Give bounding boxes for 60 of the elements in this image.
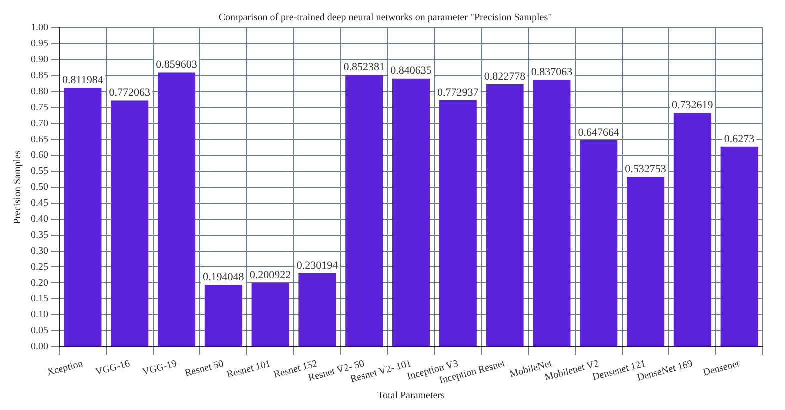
bar bbox=[439, 100, 477, 346]
data-label: 0.230194 bbox=[296, 260, 339, 272]
text: 1.00 bbox=[31, 22, 48, 34]
text: 0.25 bbox=[31, 262, 48, 273]
x-tick-label: Densenet bbox=[702, 358, 742, 379]
text: 0.85 bbox=[31, 70, 48, 82]
x-tick-label: VGG-16 bbox=[94, 358, 132, 378]
x-tick-label: Resnet 101 bbox=[226, 358, 272, 381]
text: 0.35 bbox=[31, 230, 48, 241]
data-label: 0.647664 bbox=[578, 126, 620, 139]
bar bbox=[720, 146, 758, 346]
text: 0.00 bbox=[31, 342, 48, 353]
x-axis-title: Total Parameters bbox=[378, 390, 446, 402]
data-label: 0.822778 bbox=[484, 70, 526, 83]
text: 0.30 bbox=[31, 246, 48, 257]
text: 0.80 bbox=[31, 86, 48, 98]
data-label: 0.852381 bbox=[344, 61, 385, 74]
bar bbox=[392, 78, 430, 346]
text: 0.60 bbox=[31, 150, 48, 162]
data-label: 0.811984 bbox=[62, 74, 104, 86]
text: 0.15 bbox=[31, 294, 48, 305]
data-label: 0.200922 bbox=[250, 269, 292, 282]
data-label: 0.532753 bbox=[625, 163, 667, 176]
data-label: 0.859603 bbox=[156, 59, 198, 72]
bar bbox=[626, 177, 665, 346]
chart-title: Comparison of pre-trained deep neural networks on parameter "Precision Samples" bbox=[218, 12, 552, 24]
data-label: 0.772063 bbox=[109, 87, 151, 100]
data-label: 0.837063 bbox=[531, 66, 574, 78]
text: 0.75 bbox=[31, 102, 48, 114]
bar bbox=[252, 282, 290, 346]
bar bbox=[674, 113, 712, 346]
bar bbox=[298, 274, 336, 346]
text: 0.05 bbox=[31, 326, 48, 337]
text: 0.50 bbox=[31, 182, 48, 194]
bar bbox=[111, 100, 149, 346]
bar bbox=[64, 88, 102, 346]
text: 0.10 bbox=[31, 310, 48, 321]
data-label: 0.840635 bbox=[390, 65, 432, 78]
bar bbox=[346, 75, 384, 346]
x-tick-label: Resnet 50 bbox=[184, 358, 226, 380]
text: 0.20 bbox=[31, 278, 48, 289]
text: 0.70 bbox=[31, 118, 48, 130]
x-tick-label: Xception bbox=[46, 358, 84, 379]
text: 0.55 bbox=[31, 166, 48, 178]
bar bbox=[158, 72, 196, 346]
bar bbox=[486, 84, 524, 346]
bar bbox=[204, 285, 242, 346]
text: 0.90 bbox=[31, 54, 48, 66]
text: 0.65 bbox=[31, 134, 48, 146]
data-label: 0.6273 bbox=[724, 133, 756, 146]
data-label: 0.732619 bbox=[672, 100, 714, 112]
data-label: 0.194048 bbox=[203, 271, 245, 284]
bar bbox=[580, 140, 618, 346]
bar bbox=[533, 80, 571, 346]
text: 0.40 bbox=[31, 214, 48, 225]
data-label: 0.772937 bbox=[438, 86, 480, 99]
y-axis-title: Precision Samples bbox=[12, 150, 24, 224]
text: 0.45 bbox=[31, 198, 48, 210]
text: 0.95 bbox=[31, 38, 48, 50]
x-tick-label: VGG-19 bbox=[142, 358, 178, 378]
